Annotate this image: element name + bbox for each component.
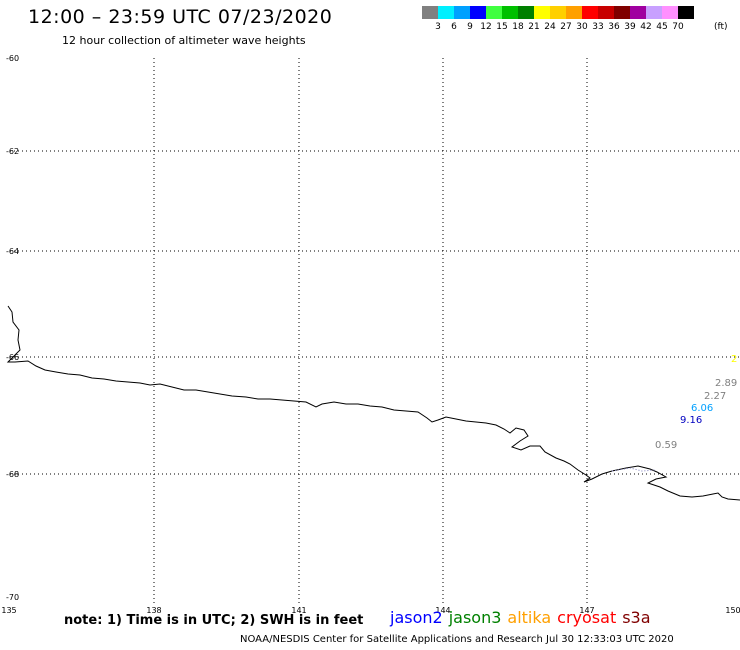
wave-reading: 6.06: [691, 403, 713, 414]
legend-unit: (ft): [714, 22, 728, 32]
map-title: 12:00 – 23:59 UTC 07/23/2020: [28, 6, 333, 28]
legend-label: 33: [592, 22, 604, 32]
legend-label: 39: [624, 22, 636, 32]
legend-label: 15: [496, 22, 508, 32]
legend-label: 45: [656, 22, 668, 32]
wave-height-readings: 2.89 2.27 6.06 9.16 0.59 2: [655, 354, 737, 451]
lon-label: 135: [1, 606, 16, 615]
longitude-labels: 135 138 141 144 147 150: [1, 606, 740, 615]
lat-label: -62: [6, 147, 19, 156]
wave-reading: 2.89: [715, 378, 737, 389]
legend-swatch: [646, 6, 662, 19]
legend-swatch: [598, 6, 614, 19]
legend-label: 42: [640, 22, 652, 32]
legend-swatch: [582, 6, 598, 19]
legend-label: 70: [672, 22, 684, 32]
legend-labels: (ft) 3 6 9 12 15 18 21 24 27 30 33 36 39 42 45 70: [422, 22, 727, 36]
lon-label: 144: [435, 606, 450, 615]
legend-label: 18: [512, 22, 524, 32]
legend-swatch: [470, 6, 486, 19]
legend-label: 9: [467, 22, 473, 32]
satellite-name: cryosat: [557, 608, 617, 627]
lon-label: 150: [725, 606, 740, 615]
lat-label: -64: [6, 247, 19, 256]
legend-swatch: [454, 6, 470, 19]
lat-label: -60: [6, 54, 19, 63]
satellite-legend: jason2 jason3 altika cryosat s3a: [390, 608, 657, 627]
antarctic-coastline: [6, 305, 740, 501]
wave-reading: 2.27: [704, 391, 726, 402]
lon-label: 141: [291, 606, 306, 615]
legend-swatch: [566, 6, 582, 19]
legend-label: 12: [480, 22, 492, 32]
satellite-name: jason2: [390, 608, 443, 627]
legend-swatch: [614, 6, 630, 19]
lat-label: -68: [6, 470, 19, 479]
legend-swatch: [630, 6, 646, 19]
legend-swatch: [422, 6, 438, 19]
satellite-name: altika: [507, 608, 552, 627]
footer-credit: NOAA/NESDIS Center for Satellite Applica…: [240, 634, 674, 645]
legend-swatch: [486, 6, 502, 19]
legend-label: 36: [608, 22, 620, 32]
legend-swatch: [662, 6, 678, 19]
legend-swatch: [678, 6, 694, 19]
wave-reading: 9.16: [680, 415, 702, 426]
legend-swatch: [438, 6, 454, 19]
legend-swatch: [502, 6, 518, 19]
legend-swatch: [518, 6, 534, 19]
lat-label: -70: [6, 593, 19, 602]
wave-reading: 0.59: [655, 440, 677, 451]
legend-swatch: [534, 6, 550, 19]
legend-label: 30: [576, 22, 588, 32]
color-scale-legend: (ft) 3 6 9 12 15 18 21 24 27 30 33 36 39 42 45 70: [422, 6, 728, 36]
satellite-track: [611, 467, 656, 472]
legend-label: 24: [544, 22, 556, 32]
map-subtitle: 12 hour collection of altimeter wave hei…: [62, 34, 306, 47]
footer-note: note: 1) Time is in UTC; 2) SWH is in fe…: [64, 613, 364, 628]
legend-label: 21: [528, 22, 540, 32]
legend-label: 27: [560, 22, 572, 32]
legend-swatch: [550, 6, 566, 19]
satellite-name: jason3: [448, 608, 502, 627]
lat-lon-grid: [10, 58, 740, 604]
lon-label: 147: [579, 606, 594, 615]
legend-swatches: [422, 6, 694, 19]
legend-label: 3: [435, 22, 441, 32]
wave-reading: 2: [731, 354, 737, 365]
legend-label: 6: [451, 22, 457, 32]
satellite-name: s3a: [622, 608, 651, 627]
lon-label: 138: [146, 606, 161, 615]
